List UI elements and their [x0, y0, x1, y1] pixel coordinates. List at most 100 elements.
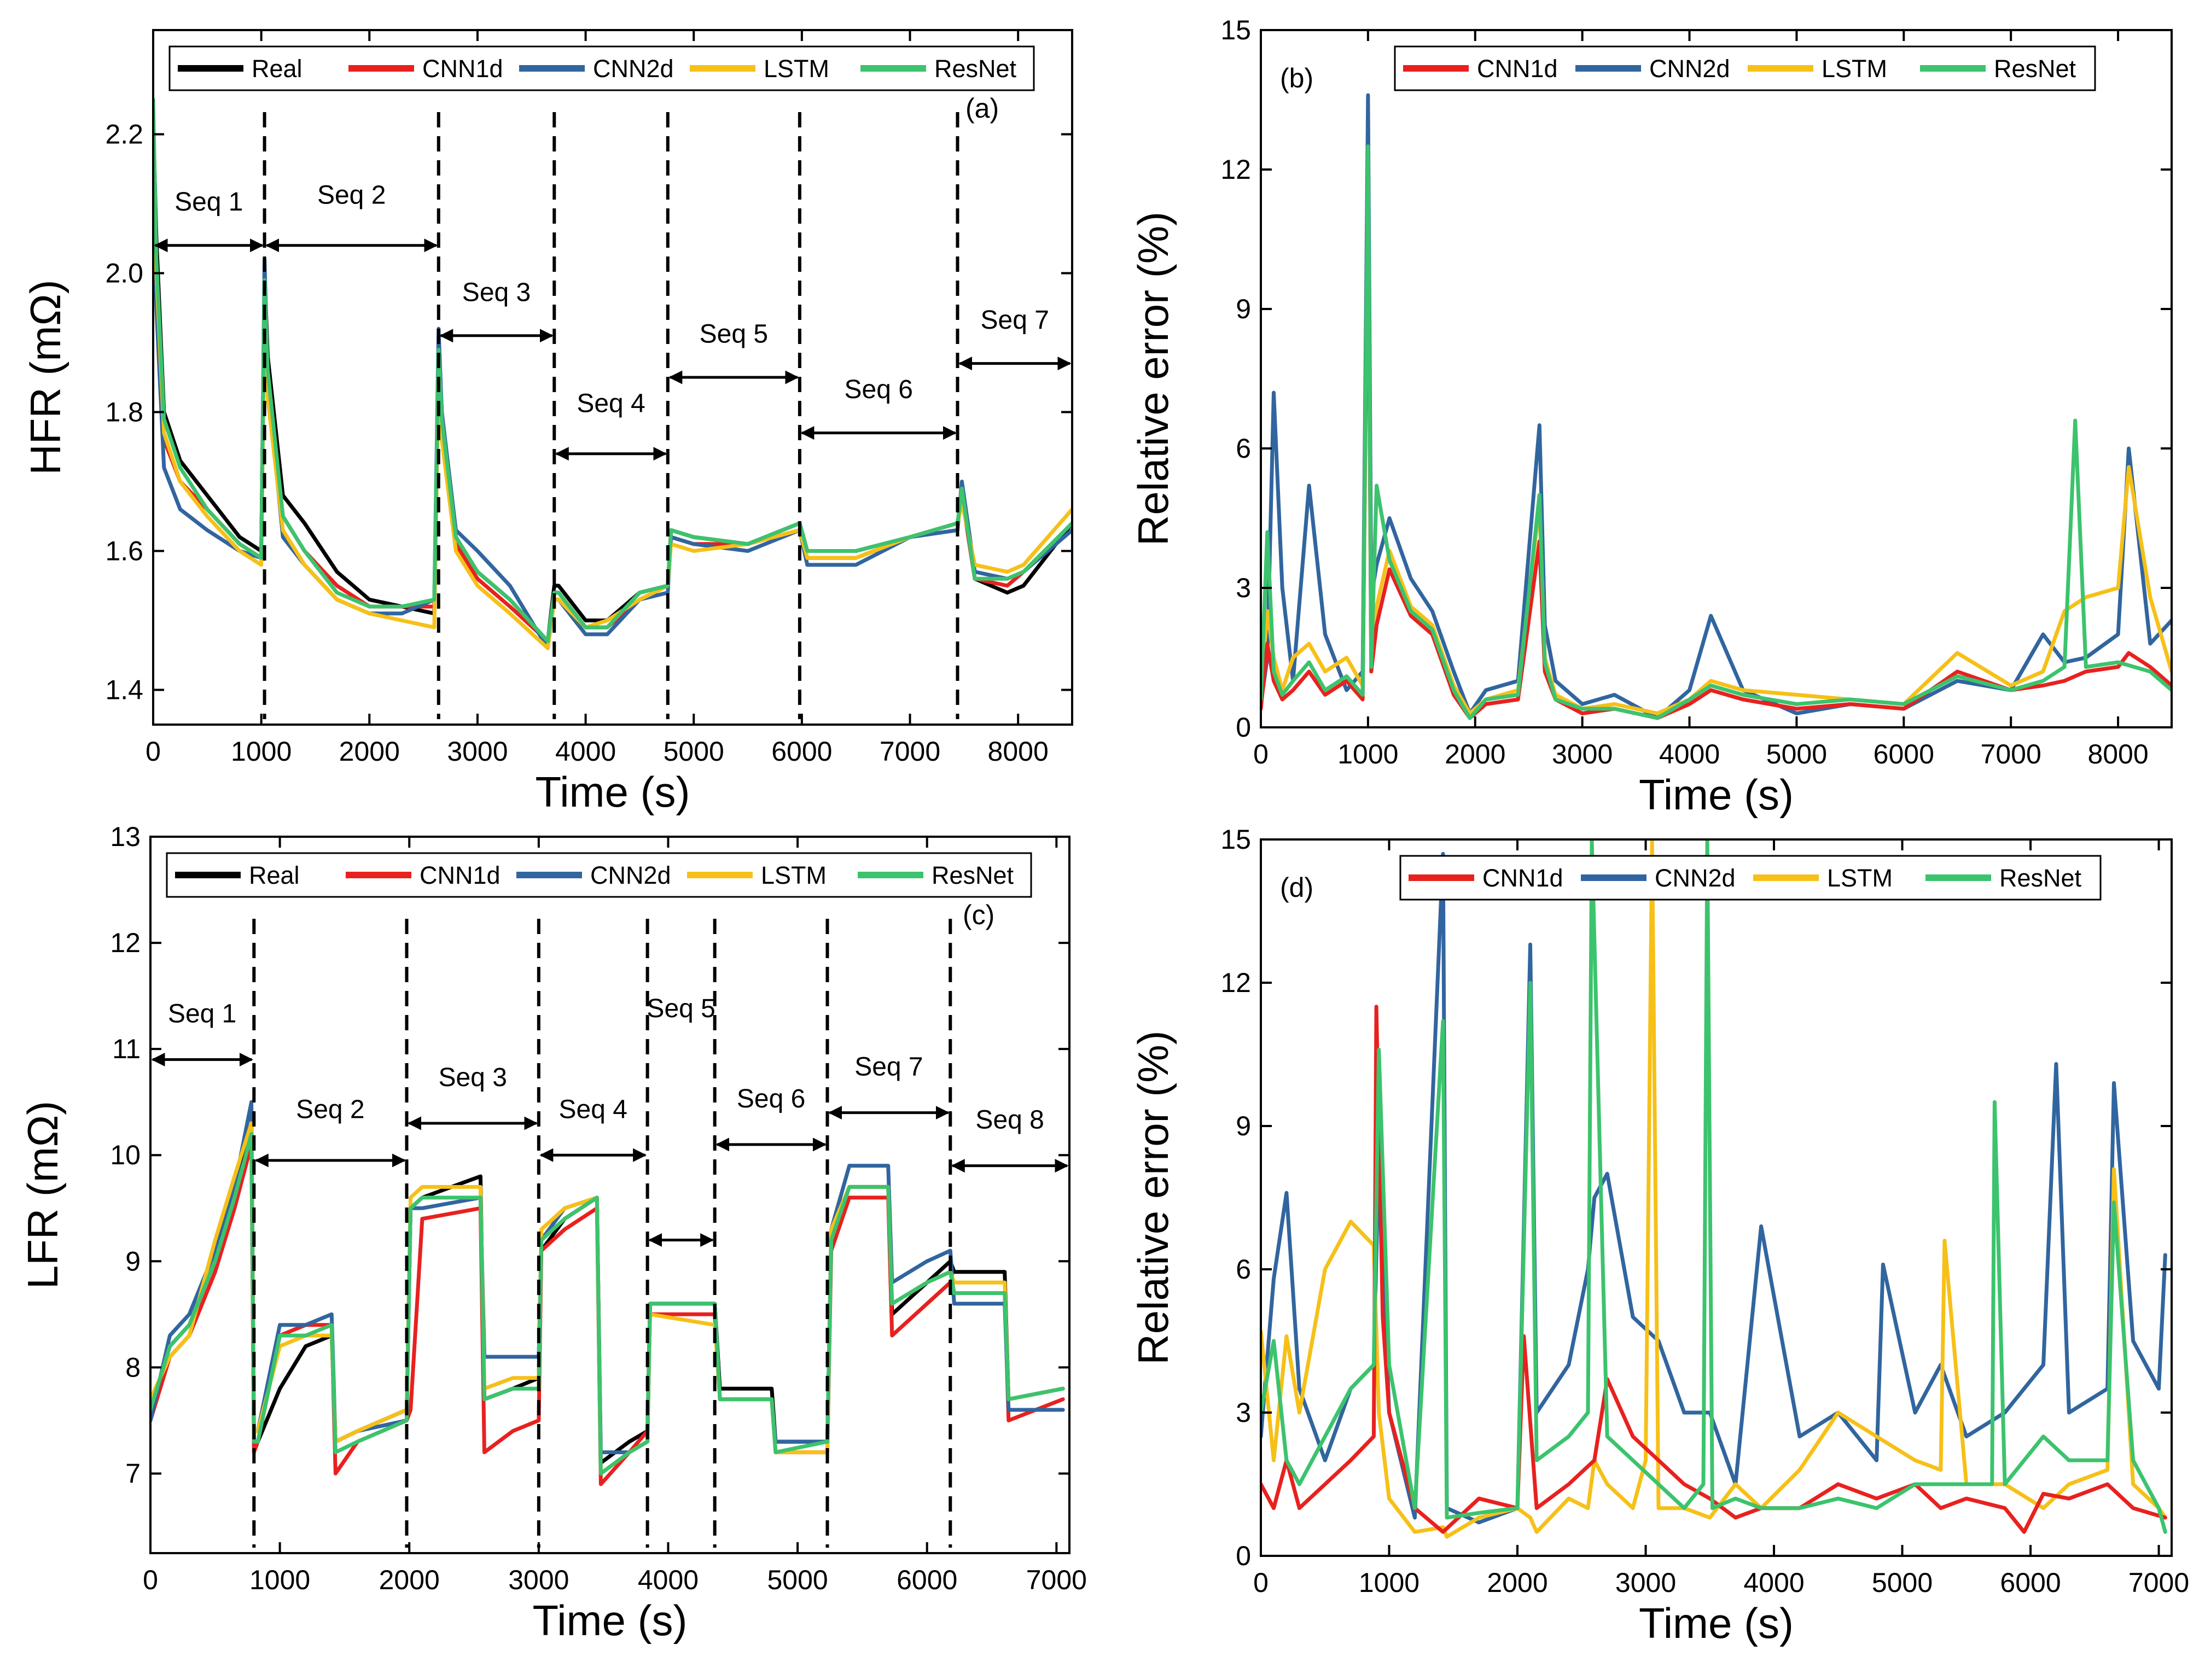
y-tick-label: 1.8 [105, 397, 143, 428]
x-tick-label: 6000 [897, 1565, 957, 1595]
sequence-label: Seq 5 [647, 994, 715, 1023]
x-tick-label: 6000 [2000, 1567, 2061, 1598]
sequence-label: Seq 1 [174, 188, 243, 217]
y-tick-label: 3 [1236, 1397, 1251, 1428]
series-line-resnet [153, 97, 1072, 644]
series-line-cnn1d [150, 1142, 1065, 1486]
legend-label-resnet: ResNet [932, 861, 1014, 889]
series-line-lstm [1261, 191, 2172, 715]
y-tick-label: 15 [1220, 15, 1251, 45]
series-line-real [153, 118, 1072, 644]
y-tick-label: 13 [110, 821, 141, 852]
series-line-resnet [150, 1131, 1065, 1475]
plot-frame [149, 836, 1070, 1554]
x-axis-label: Time (s) [1639, 771, 1794, 819]
x-tick-label: 8000 [988, 736, 1049, 767]
panel-label: (a) [965, 93, 999, 124]
y-tick-label: 2.0 [105, 258, 143, 289]
y-axis-label: HFR (mΩ) [21, 279, 69, 475]
x-tick-label: 5000 [767, 1565, 828, 1595]
legend-label-cnn1d: CNN1d [422, 55, 503, 83]
legend-label-cnn2d: CNN2d [1655, 864, 1736, 892]
panels: Seq 1 Seq 2 Seq 3 Seq 4 Seq 5 Seq 6 Seq 7 0 1000… [19, 15, 2189, 1647]
legend-label-cnn1d: CNN1d [420, 861, 501, 889]
x-tick-label: 4000 [1659, 739, 1720, 769]
x-tick-label: 5000 [1872, 1567, 1933, 1598]
y-axis-label: LFR (mΩ) [19, 1101, 67, 1289]
sequence-label: Seq 7 [981, 306, 1049, 335]
plot-frame [1260, 29, 2173, 728]
y-tick-label: 6 [1236, 433, 1251, 464]
y-tick-label: 3 [1236, 573, 1251, 603]
y-tick-label: 2.2 [105, 119, 143, 150]
legend: CNN1d CNN2d LSTM ResNet [1394, 45, 2096, 91]
sequence-label: Seq 2 [317, 181, 386, 210]
sequence-label: Seq 6 [844, 375, 912, 404]
sequence-label: Seq 1 [168, 1000, 236, 1029]
x-tick-label: 0 [143, 1565, 158, 1595]
x-tick-label: 0 [1253, 739, 1269, 769]
legend-label-lstm: LSTM [1827, 864, 1893, 892]
legend-label-cnn2d: CNN2d [593, 55, 674, 83]
x-tick-label: 0 [1253, 1567, 1269, 1598]
x-tick-label: 2000 [339, 736, 400, 767]
y-tick-label: 8 [125, 1352, 141, 1382]
x-tick-label: 1000 [249, 1565, 310, 1595]
x-tick-label: 7000 [2128, 1567, 2189, 1598]
x-tick-label: 3000 [508, 1565, 569, 1595]
panel-d: 0 1000 2000 3000 4000 5000 6000 7000 0 3 6 9 12 15 Tim… [1129, 824, 2189, 1647]
y-tick-label: 12 [1220, 967, 1251, 998]
x-tick-label: 7000 [1981, 739, 2041, 769]
x-tick-label: 6000 [771, 736, 832, 767]
x-tick-label: 3000 [1615, 1567, 1676, 1598]
y-tick-label: 0 [1236, 1541, 1251, 1571]
x-tick-label: 1000 [1359, 1567, 1419, 1598]
x-tick-label: 1000 [231, 736, 292, 767]
legend-label-lstm: LSTM [1822, 55, 1887, 83]
legend-label-real: Real [249, 861, 300, 889]
x-tick-label: 7000 [1026, 1565, 1087, 1595]
x-tick-label: 3000 [1552, 739, 1613, 769]
legend-label-resnet: ResNet [934, 55, 1017, 83]
series-line-cnn2d [1261, 93, 2172, 720]
legend-label-cnn1d: CNN1d [1482, 864, 1563, 892]
series-line-lstm [153, 104, 1072, 650]
legend-label-resnet: ResNet [1994, 55, 2076, 83]
x-tick-label: 8000 [2087, 739, 2148, 769]
sequence-label: Seq 7 [854, 1053, 923, 1082]
sequence-label: Seq 4 [559, 1095, 627, 1124]
x-axis-label: Time (s) [1639, 1599, 1794, 1647]
panel-label: (c) [963, 900, 994, 930]
sequence-label: Seq 5 [700, 320, 768, 349]
x-tick-label: 7000 [880, 736, 940, 767]
x-tick-label: 4000 [1743, 1567, 1804, 1598]
x-tick-label: 5000 [664, 736, 724, 767]
x-tick-label: 2000 [1445, 739, 1505, 769]
panel-b: 0 1000 2000 3000 4000 5000 6000 7000 8000 0 3 6 9 12 1… [1129, 15, 2173, 819]
x-tick-label: 4000 [555, 736, 616, 767]
x-tick-label: 2000 [1487, 1567, 1547, 1598]
legend: Real CNN1d CNN2d LSTM ResNet [168, 45, 1035, 91]
x-tick-label: 6000 [1874, 739, 1934, 769]
series-group [1261, 839, 2167, 1539]
sequence-label: Seq 4 [577, 389, 645, 418]
y-tick-label: 15 [1220, 824, 1251, 855]
x-tick-label: 0 [146, 736, 161, 767]
x-axis-label: Time (s) [532, 1596, 687, 1644]
legend: Real CNN1d CNN2d LSTM ResNet [166, 852, 1032, 898]
x-tick-label: 5000 [1766, 739, 1827, 769]
panel-c: Seq 1 Seq 2 Seq 3 Seq 4 Seq 5 Seq 6 Seq 7 Seq 8… [19, 821, 1087, 1644]
legend-label-resnet: ResNet [1999, 864, 2082, 892]
y-axis-label: Relative error (%) [1129, 1030, 1177, 1364]
x-axis-label: Time (s) [535, 768, 690, 816]
legend-label-lstm: LSTM [764, 55, 829, 83]
legend: CNN1d CNN2d LSTM ResNet [1399, 855, 2102, 901]
legend-label-real: Real [252, 55, 302, 83]
panel-a: Seq 1 Seq 2 Seq 3 Seq 4 Seq 5 Seq 6 Seq 7 0 1000… [21, 29, 1073, 816]
y-tick-label: 9 [1236, 1111, 1251, 1141]
panel-label: (b) [1280, 63, 1313, 94]
sequence-label: Seq 3 [438, 1063, 507, 1092]
y-tick-label: 7 [125, 1458, 141, 1489]
series-group [1261, 93, 2172, 720]
